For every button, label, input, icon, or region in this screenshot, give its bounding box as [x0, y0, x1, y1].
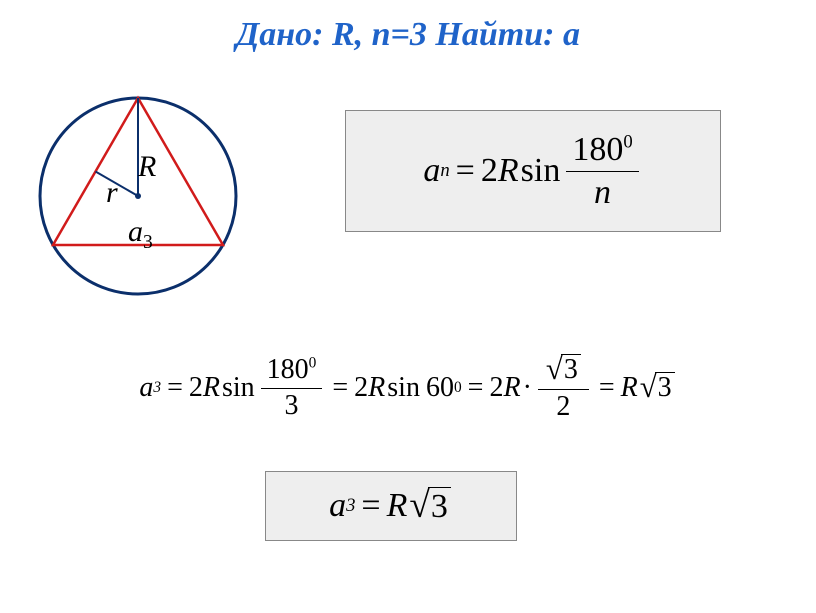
center-dot — [135, 193, 141, 199]
formula-result: a3 = R √3 — [265, 471, 517, 541]
fm-fraction: 1800 n — [566, 131, 638, 211]
label-a3: a3 — [128, 215, 153, 254]
fm-lhs-var: a — [423, 152, 440, 190]
fm-coef: 2 — [481, 152, 498, 190]
label-R: R — [138, 150, 156, 184]
diagram-svg — [28, 86, 248, 306]
fm-sin: sin — [521, 152, 561, 190]
diagram-inscribed-triangle — [28, 86, 248, 306]
fm-var: R — [498, 152, 519, 190]
equals: = — [456, 152, 475, 190]
page-title: Дано: R, n=3 Найти: a — [0, 16, 816, 54]
derivation-line: a3 = 2R sin 1800 3 = 2R sin 600 = 2R · √… — [40, 354, 776, 423]
formula-general: an = 2R sin 1800 n — [345, 110, 721, 232]
label-r: r — [106, 176, 118, 210]
fm-lhs-sub: n — [440, 160, 449, 182]
